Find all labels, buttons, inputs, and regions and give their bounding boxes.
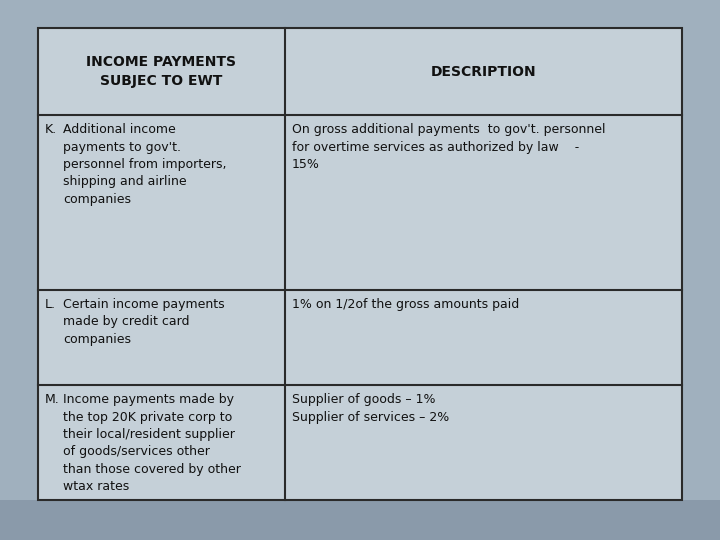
Bar	[38, 28, 682, 500]
Text: K.: K.	[45, 123, 57, 136]
Text: M.: M.	[45, 393, 60, 406]
Text: Income payments made by
the top 20K private corp to
their local/resident supplie: Income payments made by the top 20K priv…	[63, 393, 241, 494]
Text: Supplier of goods – 1%
Supplier of services – 2%: Supplier of goods – 1% Supplier of servi…	[292, 393, 449, 423]
Text: INCOME PAYMENTS
SUBJEC TO EWT: INCOME PAYMENTS SUBJEC TO EWT	[86, 55, 236, 87]
Text: L.: L.	[45, 298, 56, 311]
Text: On gross additional payments  to gov't. personnel
for overtime services as autho: On gross additional payments to gov't. p…	[292, 123, 606, 171]
Bar	[38, 28, 682, 500]
Text: 1% on 1/2of the gross amounts paid: 1% on 1/2of the gross amounts paid	[292, 298, 519, 311]
Bar	[0, 500, 720, 540]
Text: Certain income payments
made by credit card
companies: Certain income payments made by credit c…	[63, 298, 225, 346]
Text: Additional income
payments to gov't.
personnel from importers,
shipping and airl: Additional income payments to gov't. per…	[63, 123, 227, 206]
Text: DESCRIPTION: DESCRIPTION	[431, 64, 536, 78]
